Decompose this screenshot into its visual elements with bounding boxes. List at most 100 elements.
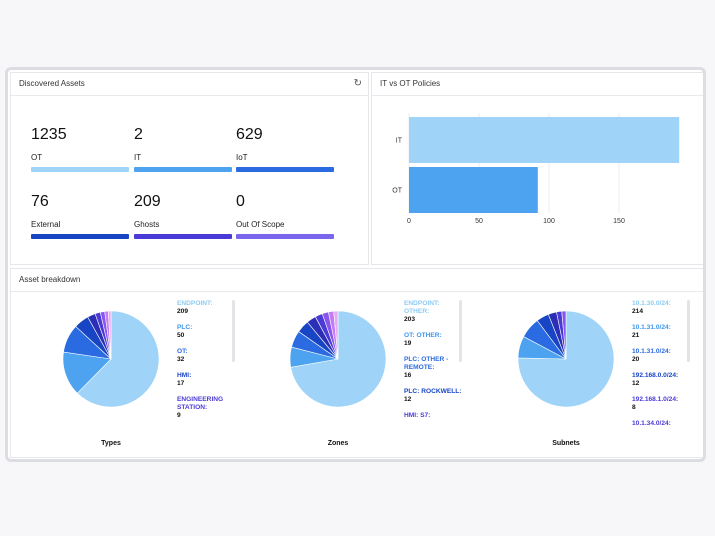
legend-item[interactable]: ENGINEERING STATION: 9 xyxy=(177,396,235,420)
pie-chart-types xyxy=(62,310,160,408)
stat-it[interactable]: 2 IT xyxy=(134,126,232,176)
stat-external[interactable]: 76 External xyxy=(31,193,129,243)
legend-label: 192.168.1.0/24: xyxy=(632,396,679,403)
discovered-assets-title: Discovered Assets xyxy=(19,79,85,88)
stat-value: 629 xyxy=(236,126,263,143)
legend-scrollbar[interactable] xyxy=(687,300,690,362)
legend-label: 10.1.34.0/24: xyxy=(632,420,671,426)
legend-value: 17 xyxy=(177,380,185,387)
legend-value: 12 xyxy=(632,380,640,387)
policies-panel: IT vs OT Policies 0 50 100 150 IT OT xyxy=(371,72,703,265)
legend-label: ENDPOINT: xyxy=(177,300,213,307)
legend-item[interactable]: 10.1.31.0/24: 21 xyxy=(632,324,690,340)
legend-item[interactable]: OT: OTHER: 19 xyxy=(404,332,462,348)
stat-value: 76 xyxy=(31,193,49,210)
discovered-assets-panel: Discovered Assets ↻ 1235 OT 2 IT 629 IoT 76 Ext… xyxy=(10,72,369,265)
pie-slice[interactable] xyxy=(561,310,567,360)
legend-label: ENDPOINT: OTHER: xyxy=(404,300,440,315)
legend-item[interactable]: ENDPOINT: 209 xyxy=(177,300,235,316)
pie-legend[interactable]: 10.1.30.0/24: 214 10.1.31.0/24: 21 10.1.31.0… xyxy=(632,300,690,426)
legend-value: 50 xyxy=(177,332,185,339)
pie-chart-subnets xyxy=(517,310,615,408)
legend-label: PLC: ROCKWELL: xyxy=(404,388,462,395)
legend-value: 20 xyxy=(632,356,640,363)
stat-color-bar xyxy=(134,167,232,172)
legend-item[interactable]: HMI: S7: xyxy=(404,412,462,420)
stat-color-bar xyxy=(134,234,232,239)
legend-item[interactable]: PLC: 50 xyxy=(177,324,235,340)
stat-label: Out Of Scope xyxy=(236,220,285,229)
stat-value: 209 xyxy=(134,193,161,210)
legend-label: 10.1.31.0/24: xyxy=(632,324,671,331)
stat-color-bar xyxy=(31,167,129,172)
legend-scrollbar[interactable] xyxy=(459,300,462,362)
legend-label: ENGINEERING STATION: xyxy=(177,396,224,411)
policies-title: IT vs OT Policies xyxy=(380,79,441,88)
legend-label: OT: xyxy=(177,348,188,355)
pie-slice[interactable] xyxy=(517,310,615,408)
legend-label: PLC: xyxy=(177,324,193,331)
x-tick-label: 0 xyxy=(407,218,411,225)
legend-value: 32 xyxy=(177,356,185,363)
stat-color-bar xyxy=(236,234,334,239)
legend-label: HMI: S7: xyxy=(404,412,431,419)
stat-color-bar xyxy=(236,167,334,172)
x-tick-label: 150 xyxy=(613,218,625,225)
stat-label: External xyxy=(31,220,61,229)
legend-value: 203 xyxy=(404,316,416,323)
dashboard-frame: Discovered Assets ↻ 1235 OT 2 IT 629 IoT 76 Ext… xyxy=(5,67,706,462)
legend-value: 9 xyxy=(177,412,181,419)
legend-label: 10.1.31.0/24: xyxy=(632,348,671,355)
legend-item[interactable]: 192.168.1.0/24: 8 xyxy=(632,396,690,412)
legend-item[interactable]: OT: 32 xyxy=(177,348,235,364)
pie-slice[interactable] xyxy=(107,310,112,360)
stat-ghosts[interactable]: 209 Ghosts xyxy=(134,193,232,243)
stat-label: IoT xyxy=(236,153,248,162)
legend-value: 19 xyxy=(404,340,412,347)
stat-label: IT xyxy=(134,153,142,162)
stat-value: 1235 xyxy=(31,126,67,143)
legend-item[interactable]: PLC: OTHER - REMOTE: 16 xyxy=(404,356,462,380)
legend-label: HMI: xyxy=(177,372,192,379)
bar-it[interactable] xyxy=(409,117,680,163)
legend-item[interactable]: 10.1.34.0/24: xyxy=(632,420,690,426)
legend-label: 10.1.30.0/24: xyxy=(632,300,671,307)
stat-label: Ghosts xyxy=(134,220,160,229)
pie-legend[interactable]: ENDPOINT: OTHER: 203 OT: OTHER: 19 PLC: OTHE… xyxy=(404,300,462,426)
x-tick-label: 100 xyxy=(543,218,555,225)
legend-scrollbar[interactable] xyxy=(232,300,235,362)
legend-item[interactable]: ENDPOINT: OTHER: 203 xyxy=(404,300,462,324)
pie-title: Subnets xyxy=(552,440,580,447)
legend-value: 214 xyxy=(632,308,644,315)
discovered-assets-header: Discovered Assets ↻ xyxy=(11,73,368,96)
legend-item[interactable]: 10.1.30.0/24: 214 xyxy=(632,300,690,316)
pie-slice[interactable] xyxy=(76,310,160,408)
legend-value: 21 xyxy=(632,332,640,339)
x-tick-label: 50 xyxy=(475,218,483,225)
bar-ot[interactable] xyxy=(409,167,538,213)
legend-value: 12 xyxy=(404,396,412,403)
asset-breakdown-header: Asset breakdown xyxy=(11,269,703,292)
pie-slice[interactable] xyxy=(333,310,339,360)
stat-iot[interactable]: 629 IoT xyxy=(236,126,334,176)
stat-color-bar xyxy=(31,234,129,239)
pie-slice[interactable] xyxy=(290,310,387,408)
category-label: IT xyxy=(396,138,403,145)
stat-ot[interactable]: 1235 OT xyxy=(31,126,129,176)
legend-item[interactable]: PLC: ROCKWELL: 12 xyxy=(404,388,462,404)
legend-label: PLC: OTHER - REMOTE: xyxy=(404,356,449,371)
legend-value: 16 xyxy=(404,372,412,379)
policies-bar-chart: 0 50 100 150 IT OT xyxy=(392,113,680,225)
legend-value: 209 xyxy=(177,308,189,315)
refresh-icon[interactable]: ↻ xyxy=(353,78,362,89)
legend-item[interactable]: HMI: 17 xyxy=(177,372,235,388)
legend-item[interactable]: 10.1.31.0/24: 20 xyxy=(632,348,690,364)
policies-header: IT vs OT Policies xyxy=(372,73,703,96)
stat-out-of-scope[interactable]: 0 Out Of Scope xyxy=(236,193,334,243)
asset-breakdown-panel: Asset breakdown Types ENDPOINT: 209 PLC: 50 O… xyxy=(10,268,703,458)
category-label: OT xyxy=(392,188,402,195)
stat-value: 0 xyxy=(236,193,245,210)
stat-label: OT xyxy=(31,153,43,162)
legend-item[interactable]: 192.168.0.0/24: 12 xyxy=(632,372,690,388)
pie-legend[interactable]: ENDPOINT: 209 PLC: 50 OT: 32 HMI: 17 ENGINEERING… xyxy=(177,300,235,426)
